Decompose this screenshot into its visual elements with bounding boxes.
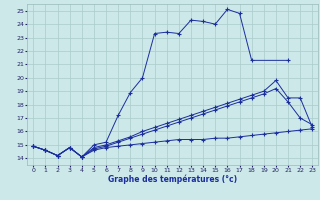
X-axis label: Graphe des températures (°c): Graphe des températures (°c) bbox=[108, 174, 237, 184]
